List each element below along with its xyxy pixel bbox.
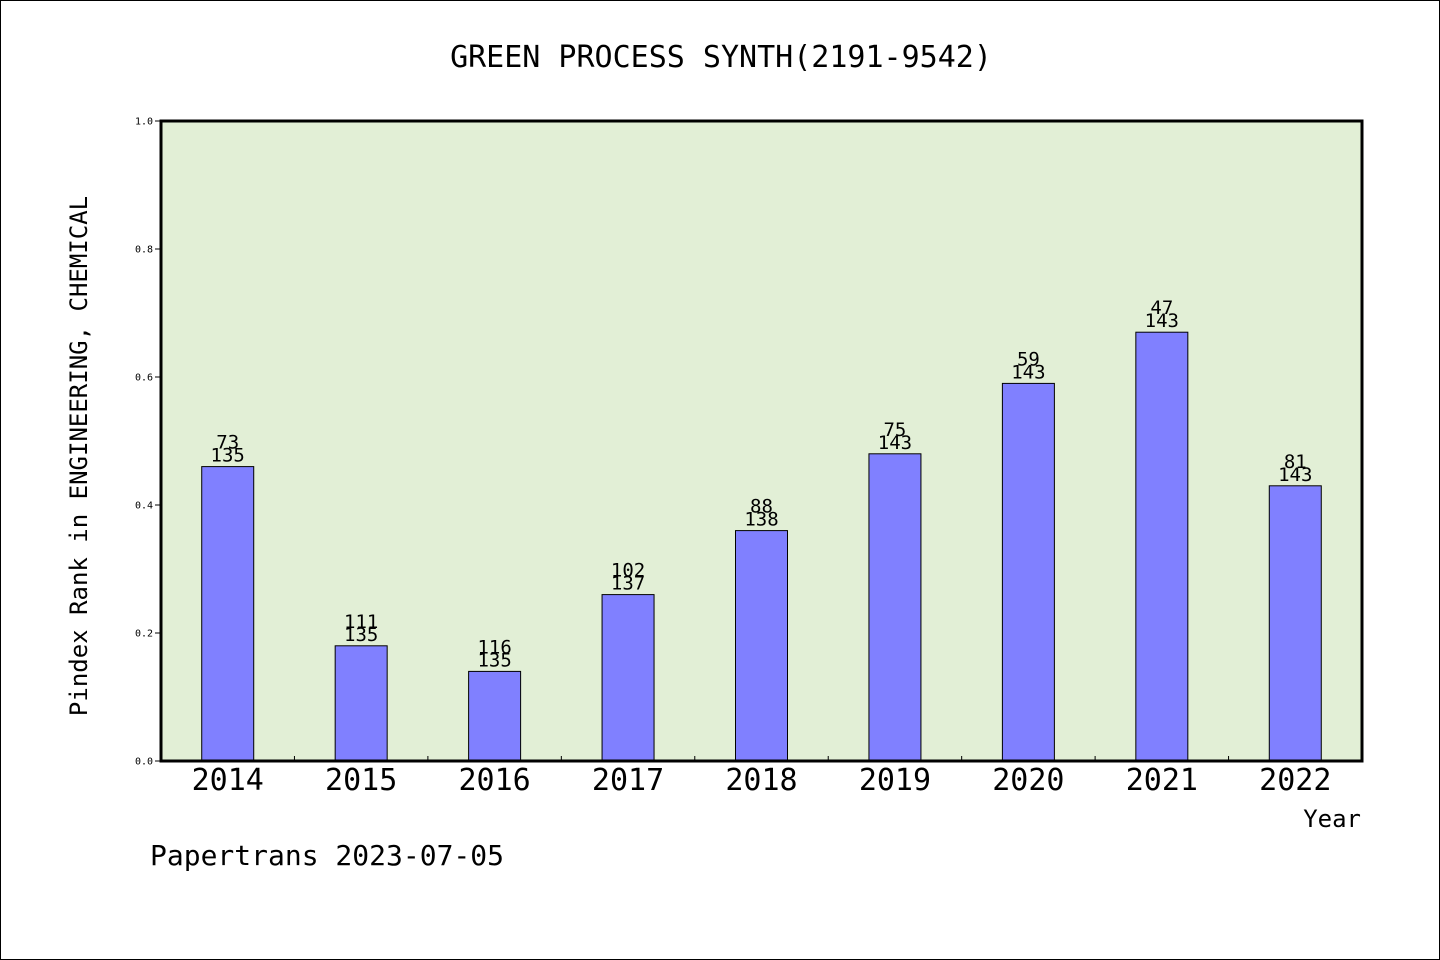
bar-2020 [1001, 382, 1055, 762]
bar-2022 [1268, 485, 1322, 762]
bar-labels: 7313511113511613510213788138751435914347… [211, 297, 1313, 671]
bar-total-label: 135 [344, 624, 378, 646]
bar-2014 [201, 466, 255, 762]
bar-total-label: 135 [477, 649, 511, 671]
bar-rank-label: 59 [1017, 348, 1040, 370]
bar-total-label: 135 [211, 445, 245, 467]
bar-rank-label: 75 [883, 419, 906, 441]
x-tick-label: 2018 [725, 763, 797, 798]
x-axis: 2014 2015 2016 2017 2018 2019 2020 2021 2022 [160, 756, 1363, 798]
x-tick-label: 2019 [859, 763, 931, 798]
bar-2017 [601, 594, 655, 762]
bar-total-label: 138 [744, 509, 778, 531]
bar-rank-label: 88 [750, 496, 773, 518]
bar-total-label: 143 [1011, 361, 1045, 383]
x-tick-label: 2017 [592, 763, 664, 798]
chart-title: GREEN PROCESS SYNTH(2191-9542) [450, 40, 992, 75]
bar-total-label: 143 [1145, 310, 1179, 332]
bar-2016 [468, 670, 522, 762]
y-tick-label: 0.8 [135, 245, 153, 256]
x-tick-label: 2015 [325, 763, 397, 798]
bar-rank-label: 47 [1150, 297, 1173, 319]
x-tick-label: 2021 [1126, 763, 1198, 798]
bar-total-label: 143 [1278, 464, 1312, 486]
bar-2018 [735, 530, 788, 762]
bar-2015 [334, 645, 388, 762]
x-tick-label: 2022 [1259, 763, 1331, 798]
x-axis-label: Year [1303, 805, 1361, 833]
y-axis-label: Pindex Rank in ENGINEERING, CHEMICAL [65, 196, 93, 716]
y-tick-label: 0.2 [135, 629, 153, 640]
y-tick-label: 1.0 [135, 117, 153, 128]
footer-credit: Papertrans 2023-07-05 [150, 839, 504, 872]
x-tick-label: 2016 [458, 763, 530, 798]
bar-rank-label: 116 [477, 636, 511, 658]
bar-rank-label: 81 [1284, 451, 1307, 473]
bar-rank-label: 111 [344, 611, 378, 633]
y-axis: 0.0 0.2 0.4 0.6 0.8 1.0 [135, 117, 161, 768]
bars [201, 331, 1322, 762]
bar-2019 [868, 453, 922, 762]
bar-2021 [1135, 331, 1189, 762]
bar-total-label: 143 [878, 432, 912, 454]
bar-rank-label: 102 [611, 560, 645, 582]
bar-rank-label: 73 [216, 432, 239, 454]
bar-total-label: 137 [611, 573, 645, 595]
y-tick-label: 0.6 [135, 373, 153, 384]
x-tick-label: 2014 [192, 763, 264, 798]
y-tick-label: 0.0 [135, 757, 153, 768]
x-tick-label: 2020 [992, 763, 1064, 798]
plot-border [159, 119, 1364, 763]
y-tick-label: 0.4 [135, 501, 153, 512]
